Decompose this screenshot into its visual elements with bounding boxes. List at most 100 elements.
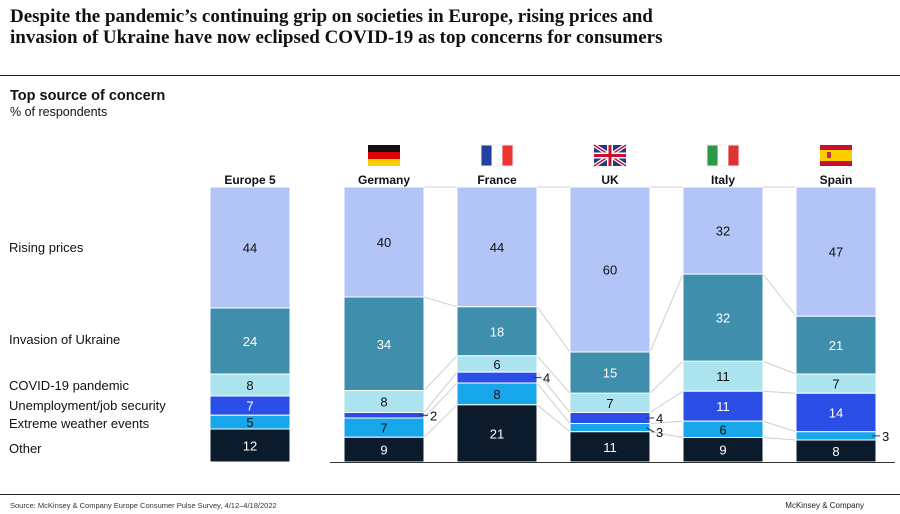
bar-segment	[682, 360, 764, 392]
bar-segment	[209, 428, 291, 463]
bar-segment	[209, 186, 291, 309]
data-label: 18	[490, 324, 504, 339]
connector-line	[762, 360, 797, 375]
bar-segment	[456, 371, 538, 384]
bar-segment	[795, 315, 877, 375]
connector-line	[536, 382, 571, 424]
connector-line	[649, 273, 684, 353]
bar-segment	[569, 186, 651, 353]
connector-line	[536, 306, 571, 353]
data-label: 6	[719, 422, 726, 437]
data-label: 4	[543, 371, 550, 386]
category-label: UK	[601, 173, 619, 187]
data-label: 8	[832, 444, 839, 459]
data-label: 12	[243, 439, 257, 454]
data-label: 9	[719, 443, 726, 458]
france-flag-icon	[480, 144, 514, 167]
leader-line	[645, 427, 655, 433]
bar-spain: 47 21 7 14 8 3	[795, 186, 889, 463]
data-label: 44	[490, 240, 504, 255]
bar-segment	[569, 412, 651, 424]
connector-line	[423, 382, 458, 419]
source-note: Source: McKinsey & Company Europe Consum…	[10, 501, 277, 510]
data-label: 32	[716, 224, 730, 239]
data-label: 7	[832, 377, 839, 392]
connector-line	[762, 273, 797, 317]
legend-label: Other	[9, 441, 42, 456]
connector-line	[649, 360, 684, 394]
brand-label: McKinsey & Company	[785, 501, 864, 510]
legend-label: Unemployment/job security	[9, 398, 166, 413]
bar-segment	[569, 351, 651, 394]
data-label: 34	[377, 337, 391, 352]
bar-segment	[569, 431, 651, 463]
bar-segment	[682, 186, 764, 275]
data-label: 7	[606, 396, 613, 411]
chart-title: Despite the pandemic’s continuing grip o…	[10, 6, 663, 48]
connector-line	[762, 420, 797, 433]
data-label: 3	[656, 425, 663, 440]
data-label: 7	[246, 399, 253, 414]
data-label: 8	[380, 395, 387, 410]
connector-line	[423, 404, 458, 438]
spain-flag-icon	[820, 145, 852, 166]
bar-uk: 60 15 7 11 43	[569, 186, 663, 463]
data-label: 21	[829, 338, 843, 353]
bar-segment	[682, 273, 764, 362]
legend-label: Extreme weather events	[9, 416, 150, 431]
bar-france: 44 18 6 8 21 4	[456, 186, 550, 463]
data-label: 14	[829, 406, 843, 421]
data-label: 60	[603, 263, 617, 278]
data-label: 6	[493, 357, 500, 372]
germany-flag-icon	[368, 145, 400, 166]
bar-segment	[682, 390, 764, 422]
bar-germany: 40 34 8 7 9 2	[343, 186, 437, 463]
bar-italy: 32 32 11 11 6 9	[682, 186, 764, 463]
data-label: 32	[716, 311, 730, 326]
bar-segment	[456, 186, 538, 308]
connector-line	[649, 390, 684, 413]
uk-flag-icon	[592, 143, 628, 168]
data-label: 44	[243, 241, 257, 256]
connector-line	[649, 431, 684, 438]
bar-segment	[795, 431, 877, 441]
data-label: 5	[246, 415, 253, 430]
bar-segment	[343, 436, 425, 463]
category-label: Europe 5	[224, 173, 276, 187]
data-label: 47	[829, 245, 843, 260]
bar-segment	[343, 412, 425, 419]
data-label: 40	[377, 235, 391, 250]
connector-line	[423, 355, 458, 391]
connector-line	[423, 371, 458, 413]
connector-line	[423, 296, 458, 308]
unit-label: % of respondents	[10, 105, 108, 119]
bar-segment	[456, 306, 538, 357]
data-label: 7	[380, 421, 387, 436]
category-label: Germany	[358, 173, 410, 187]
connector-line	[762, 436, 797, 441]
data-label: 2	[430, 408, 437, 423]
data-label: 15	[603, 366, 617, 381]
data-label: 24	[243, 334, 257, 349]
title-divider	[0, 75, 900, 76]
bar-segment	[343, 296, 425, 391]
bar-segment	[569, 423, 651, 433]
category-label: Italy	[711, 173, 735, 187]
data-label: 11	[716, 399, 730, 414]
category-label: France	[477, 173, 517, 187]
connector-line	[536, 355, 571, 394]
data-label: 11	[716, 369, 730, 384]
bar-europe-5: 44 24 8 75 12	[209, 186, 291, 463]
category-label: Spain	[820, 173, 853, 187]
data-label: 8	[246, 378, 253, 393]
data-label: 4	[656, 411, 663, 426]
footer-divider	[0, 494, 900, 495]
data-label: 21	[490, 426, 504, 441]
connector-line	[762, 390, 797, 394]
connector-line	[649, 420, 684, 424]
bar-segment	[682, 436, 764, 463]
data-label: 8	[493, 387, 500, 402]
bar-segment	[209, 307, 291, 375]
connector-line	[536, 404, 571, 433]
